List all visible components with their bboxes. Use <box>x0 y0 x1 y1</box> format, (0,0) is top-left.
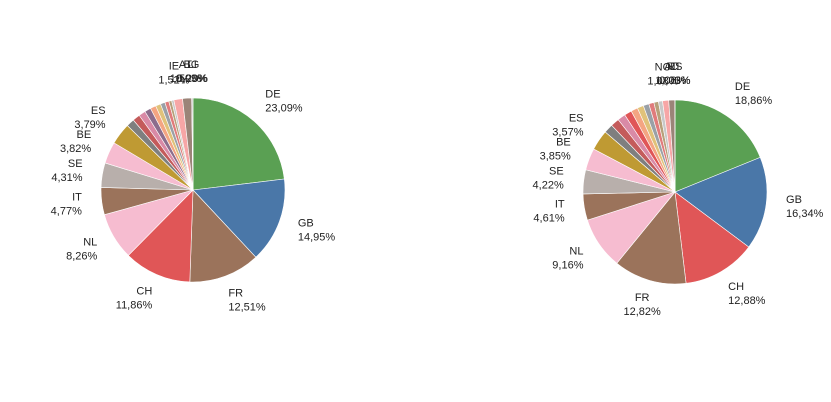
slice-value-label: 8,26% <box>66 251 97 263</box>
slice-value-label: 23,09% <box>265 103 303 115</box>
slice-label: GB <box>298 217 314 229</box>
slice-value-label: 0,20% <box>177 73 208 85</box>
slice-value-label: 18,86% <box>735 95 773 107</box>
slice-label: IE <box>169 60 179 72</box>
pie-slice <box>674 191 750 284</box>
slice-label: LI <box>670 61 679 73</box>
pie-slice <box>189 189 257 283</box>
slice-value-label: 1,59% <box>170 73 201 85</box>
slice-label: IT <box>555 198 565 210</box>
slice-label: DE <box>735 81 750 93</box>
slice-label: NL <box>569 245 583 257</box>
pie-slice <box>674 156 768 248</box>
slice-value-label: 3,57% <box>552 126 583 138</box>
slice-label: CH <box>728 281 744 293</box>
slice-label: BE <box>76 129 91 141</box>
slice-label: NO <box>655 62 672 74</box>
slice-label: BE <box>556 137 571 149</box>
slice-label: ES <box>569 112 584 124</box>
pie-slice <box>616 191 687 285</box>
slice-value-label: 12,88% <box>728 295 766 307</box>
slice-value-label: 1,06% <box>655 75 686 87</box>
slice-value-label: 3,82% <box>60 143 91 155</box>
pie-slice <box>191 97 194 191</box>
slice-value-label: 12,82% <box>623 306 661 318</box>
slice-label: AT <box>664 61 678 73</box>
slice-label: NL <box>83 237 97 249</box>
slice-label: CH <box>136 285 152 297</box>
slice-label: DE <box>265 89 280 101</box>
slice-label: SE <box>68 158 83 170</box>
slice-value-label: 1,52% <box>158 74 189 86</box>
slice-value-label: 0,00% <box>659 75 690 87</box>
slice-value-label: 14,95% <box>298 231 336 243</box>
slice-value-label: 3,79% <box>74 119 105 131</box>
slice-value-label: 0,03% <box>176 73 207 85</box>
pie-slice <box>674 99 761 193</box>
slice-label: ES <box>91 105 106 117</box>
slice-value-label: 3,85% <box>540 151 571 163</box>
pie-slice <box>192 178 286 258</box>
slice-value-label: 4,77% <box>51 205 82 217</box>
slice-value-label: 11,86% <box>116 299 153 311</box>
slice-label: BG <box>183 59 199 71</box>
slice-value-label: 16,34% <box>786 208 824 220</box>
pie-slice <box>127 189 194 283</box>
slice-label: FR <box>228 287 243 299</box>
slice-label: IT <box>72 191 82 203</box>
slice-label: SE <box>549 166 564 178</box>
slice-label: LI <box>188 59 197 71</box>
pie-slice <box>192 97 285 191</box>
slice-label: RS <box>667 61 682 73</box>
slice-value-label: 9,16% <box>552 259 583 271</box>
slice-value-label: 1,08% <box>647 76 678 88</box>
slice-value-label: 0,03% <box>659 75 690 87</box>
slice-value-label: 4,61% <box>533 212 564 224</box>
slice-label: GB <box>786 194 802 206</box>
slice-label: AT <box>179 59 193 71</box>
slice-label: FR <box>635 292 650 304</box>
slice-value-label: 4,31% <box>51 172 82 184</box>
slice-value-label: 4,22% <box>533 180 564 192</box>
slice-value-label: 12,51% <box>228 301 266 313</box>
